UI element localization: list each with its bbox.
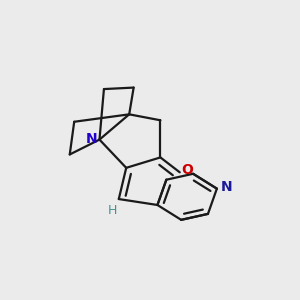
Text: N: N [85, 132, 97, 146]
Text: N: N [220, 180, 232, 194]
Text: H: H [108, 204, 117, 218]
Text: O: O [181, 163, 193, 177]
